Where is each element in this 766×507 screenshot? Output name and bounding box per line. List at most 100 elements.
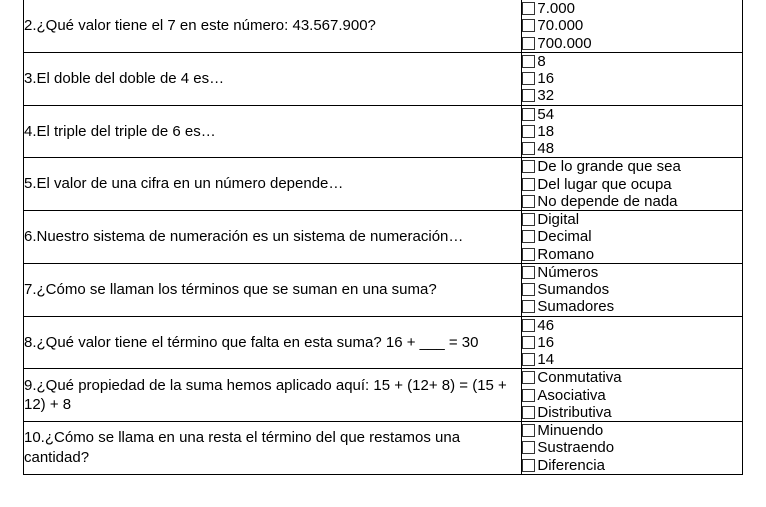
checkbox-icon[interactable] xyxy=(522,213,535,226)
checkbox-icon[interactable] xyxy=(522,142,535,155)
checkbox-icon[interactable] xyxy=(522,89,535,102)
option-label: Asociativa xyxy=(537,387,605,404)
table-row: 6.Nuestro sistema de numeración es un si… xyxy=(24,211,743,264)
option[interactable]: 48 xyxy=(522,140,742,157)
option[interactable]: Decimal xyxy=(522,228,742,245)
option[interactable]: Minuendo xyxy=(522,422,742,439)
checkbox-icon[interactable] xyxy=(522,283,535,296)
option-label: 54 xyxy=(537,106,554,123)
table-row: 10.¿Cómo se llama en una resta el términ… xyxy=(24,422,743,475)
option-label: 70.000 xyxy=(537,17,583,34)
table-row: 8.¿Qué valor tiene el término que falta … xyxy=(24,316,743,369)
option-label: Números xyxy=(537,264,598,281)
question-cell: 10.¿Cómo se llama en una resta el términ… xyxy=(24,422,522,475)
checkbox-icon[interactable] xyxy=(522,160,535,173)
option-label: Sumadores xyxy=(537,298,614,315)
option[interactable]: 54 xyxy=(522,106,742,123)
checkbox-icon[interactable] xyxy=(522,459,535,472)
checkbox-icon[interactable] xyxy=(522,319,535,332)
checkbox-icon[interactable] xyxy=(522,230,535,243)
checkbox-icon[interactable] xyxy=(522,248,535,261)
option-label: No depende de nada xyxy=(537,193,677,210)
checkbox-icon[interactable] xyxy=(522,300,535,313)
option[interactable]: 8 xyxy=(522,53,742,70)
answers-cell: Digital Decimal Romano xyxy=(522,211,743,264)
option[interactable]: Digital xyxy=(522,211,742,228)
option-label: Del lugar que ocupa xyxy=(537,176,671,193)
option[interactable]: Números xyxy=(522,264,742,281)
option[interactable]: 14 xyxy=(522,351,742,368)
option[interactable]: Distributiva xyxy=(522,404,742,421)
option[interactable]: Diferencia xyxy=(522,457,742,474)
option[interactable]: 700.000 xyxy=(522,35,742,52)
checkbox-icon[interactable] xyxy=(522,55,535,68)
option[interactable]: 16 xyxy=(522,334,742,351)
table-row: 7.¿Cómo se llaman los términos que se su… xyxy=(24,263,743,316)
option[interactable]: De lo grande que sea xyxy=(522,158,742,175)
option[interactable]: Asociativa xyxy=(522,387,742,404)
checkbox-icon[interactable] xyxy=(522,72,535,85)
option-label: 16 xyxy=(537,334,554,351)
option-label: 14 xyxy=(537,351,554,368)
option[interactable]: 46 xyxy=(522,317,742,334)
option-label: Diferencia xyxy=(537,457,605,474)
option[interactable]: Sustraendo xyxy=(522,439,742,456)
checkbox-icon[interactable] xyxy=(522,441,535,454)
option[interactable]: 70.000 xyxy=(522,17,742,34)
answers-cell: 7.000 70.000 700.000 xyxy=(522,0,743,52)
question-cell: 8.¿Qué valor tiene el término que falta … xyxy=(24,316,522,369)
answers-cell: Minuendo Sustraendo Diferencia xyxy=(522,422,743,475)
option-label: De lo grande que sea xyxy=(537,158,680,175)
option-label: Minuendo xyxy=(537,422,603,439)
option-label: Romano xyxy=(537,246,594,263)
checkbox-icon[interactable] xyxy=(522,389,535,402)
table-row: 5.El valor de una cifra en un número dep… xyxy=(24,158,743,211)
checkbox-icon[interactable] xyxy=(522,424,535,437)
option[interactable]: Del lugar que ocupa xyxy=(522,176,742,193)
option[interactable]: 16 xyxy=(522,70,742,87)
option-label: 16 xyxy=(537,70,554,87)
option-label: 8 xyxy=(537,53,545,70)
checkbox-icon[interactable] xyxy=(522,371,535,384)
option[interactable]: Sumandos xyxy=(522,281,742,298)
option-label: 46 xyxy=(537,317,554,334)
answers-cell: Conmutativa Asociativa Distributiva xyxy=(522,369,743,422)
answers-cell: Números Sumandos Sumadores xyxy=(522,263,743,316)
option[interactable]: Sumadores xyxy=(522,298,742,315)
table-row: 9.¿Qué propiedad de la suma hemos aplica… xyxy=(24,369,743,422)
option[interactable]: 7.000 xyxy=(522,0,742,17)
option[interactable]: Conmutativa xyxy=(522,369,742,386)
checkbox-icon[interactable] xyxy=(522,336,535,349)
checkbox-icon[interactable] xyxy=(522,125,535,138)
question-cell: 6.Nuestro sistema de numeración es un si… xyxy=(24,211,522,264)
question-cell: 9.¿Qué propiedad de la suma hemos aplica… xyxy=(24,369,522,422)
question-cell: 2.¿Qué valor tiene el 7 en este número: … xyxy=(24,0,522,52)
checkbox-icon[interactable] xyxy=(522,266,535,279)
checkbox-icon[interactable] xyxy=(522,37,535,50)
answers-cell: De lo grande que sea Del lugar que ocupa… xyxy=(522,158,743,211)
checkbox-icon[interactable] xyxy=(522,406,535,419)
option-label: 32 xyxy=(537,87,554,104)
checkbox-icon[interactable] xyxy=(522,19,535,32)
checkbox-icon[interactable] xyxy=(522,195,535,208)
question-cell: 7.¿Cómo se llaman los términos que se su… xyxy=(24,263,522,316)
answers-cell: 8 16 32 xyxy=(522,52,743,105)
option-label: Decimal xyxy=(537,228,591,245)
question-cell: 5.El valor de una cifra en un número dep… xyxy=(24,158,522,211)
option-label: Digital xyxy=(537,211,579,228)
checkbox-icon[interactable] xyxy=(522,178,535,191)
option[interactable]: No depende de nada xyxy=(522,193,742,210)
option[interactable]: 32 xyxy=(522,87,742,104)
question-cell: 4.El triple del triple de 6 es… xyxy=(24,105,522,158)
table-row: 2.¿Qué valor tiene el 7 en este número: … xyxy=(24,0,743,52)
option[interactable]: 18 xyxy=(522,123,742,140)
option-label: 700.000 xyxy=(537,35,591,52)
table-row: 3.El doble del doble de 4 es… 8 16 32 xyxy=(24,52,743,105)
option[interactable]: Romano xyxy=(522,246,742,263)
checkbox-icon[interactable] xyxy=(522,108,535,121)
quiz-table: 2.¿Qué valor tiene el 7 en este número: … xyxy=(23,0,743,475)
checkbox-icon[interactable] xyxy=(522,353,535,366)
option-label: Conmutativa xyxy=(537,369,621,386)
checkbox-icon[interactable] xyxy=(522,2,535,15)
option-label: Sustraendo xyxy=(537,439,614,456)
